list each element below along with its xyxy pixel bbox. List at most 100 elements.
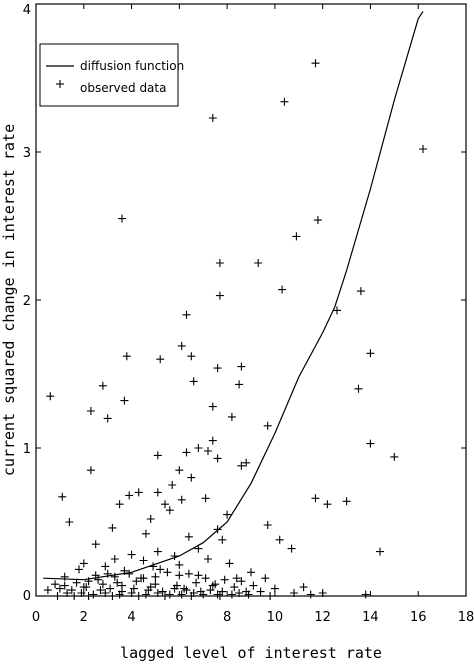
data-point [139,574,148,583]
data-point [187,473,196,482]
data-point [156,355,165,364]
data-point [182,448,191,457]
data-point [290,589,298,597]
data-point [120,396,129,405]
data-point [165,590,174,599]
data-point [227,590,236,599]
x-tick-label: 6 [175,610,183,625]
data-point [218,535,227,544]
data-point [151,572,160,581]
y-tick-label: 2 [23,294,31,309]
data-point [263,521,272,529]
data-point [113,578,122,587]
data-point [51,580,60,589]
data-point [168,481,177,489]
data-point [311,59,320,68]
legend: diffusion function observed data [39,43,184,107]
data-point [79,583,88,592]
data-point [55,584,64,593]
data-point [127,589,136,597]
data-point [63,589,72,597]
data-point [125,569,134,578]
data-point [306,590,315,599]
legend-label-diffusion: diffusion function [80,59,184,73]
data-point [199,590,208,599]
data-point [204,555,212,563]
data-point [201,574,210,583]
data-point [184,569,193,578]
data-point [225,559,234,568]
data-point [165,506,174,515]
data-point [156,565,165,574]
data-point [419,145,427,153]
data-point [86,466,95,475]
y-tick-label: 0 [23,589,31,604]
data-point [60,581,69,590]
data-point [141,529,150,538]
legend-plus-swatch [56,80,64,88]
x-tick-label: 0 [32,610,40,625]
data-point [313,216,322,225]
data-point [390,452,399,461]
data-point [356,287,365,296]
data-point [75,565,83,574]
data-point [366,439,375,448]
data-point [361,590,370,599]
data-point [333,306,341,315]
data-point [79,559,88,568]
data-point [180,584,189,593]
data-point [230,583,239,592]
data-point [108,592,117,600]
data-point [98,580,107,589]
data-point [213,364,222,373]
x-axis-ticks: 0 2 4 6 8 10 12 14 16 18 [32,4,474,625]
data-point [132,577,141,586]
data-point [206,586,215,595]
data-point [177,590,186,599]
data-point [194,571,203,580]
data-point [115,590,124,599]
data-point [101,589,110,597]
data-point [215,259,224,267]
data-point [153,547,162,556]
data-point [161,500,169,509]
data-point [218,587,227,596]
data-point [220,575,229,584]
x-tick-label: 16 [410,610,427,625]
data-point [175,466,184,475]
data-point [187,352,196,361]
data-point [184,532,193,541]
data-point [146,583,155,592]
data-point [141,590,150,599]
data-point [134,488,143,497]
x-tick-label: 10 [267,610,284,625]
data-point [266,592,275,600]
data-point [118,581,126,590]
data-point [366,349,375,358]
data-point [189,377,198,386]
data-point [270,584,279,593]
data-point [208,402,217,411]
data-point [153,451,162,460]
data-point [170,552,179,560]
data-point [43,586,52,595]
data-point [201,494,210,503]
data-point [122,352,131,361]
x-tick-label: 8 [223,610,231,625]
data-point [299,583,308,592]
y-tick-label: 4 [23,3,31,18]
data-point [153,488,162,497]
data-point [65,518,74,526]
data-point [177,495,186,504]
data-point [261,574,270,583]
data-point [58,492,67,501]
data-point [127,550,136,559]
data-point [153,589,162,597]
x-tick-label: 4 [127,610,135,625]
x-axis-label: lagged level of interest rate [120,644,382,662]
data-point [278,285,287,294]
data-point [223,510,232,519]
data-point [84,592,93,600]
data-point [115,500,124,509]
data-point [187,592,196,600]
